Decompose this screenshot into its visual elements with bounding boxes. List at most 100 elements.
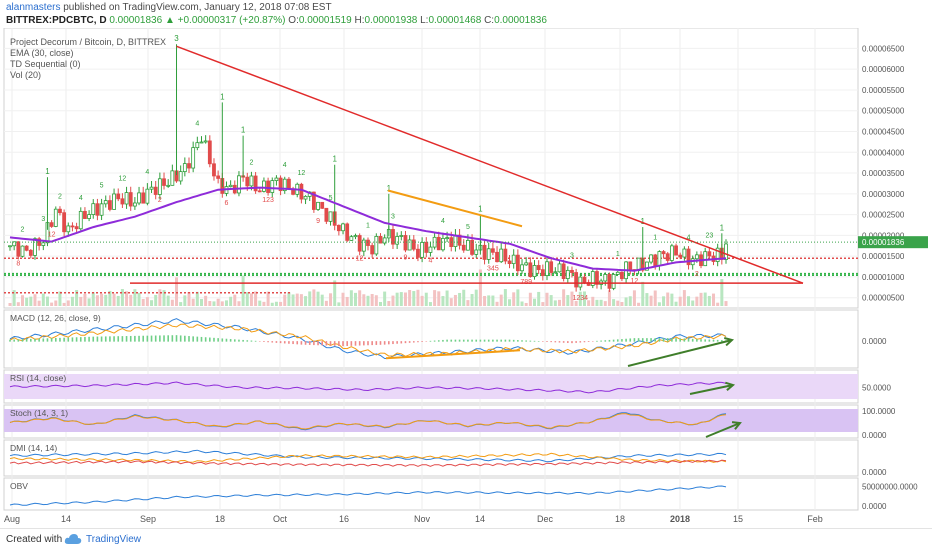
macd-histogram-bar [400,341,403,344]
volume-bar [495,301,499,306]
indicator-legend[interactable]: TD Sequential (0) [10,59,81,69]
series-title[interactable]: Project Decorum / Bitcoin, D, BITTREX [10,37,166,47]
candle-body [428,246,433,253]
td-count-label: 3 [174,34,179,43]
volume-bar [37,300,41,306]
macd-histogram-bar [571,341,573,344]
y-tick-label: 0.00003500 [862,169,905,178]
macd-histogram-bar [621,339,623,342]
macd-histogram-bar [204,337,207,342]
volume-bar [12,290,16,306]
td-count-label: 4 [428,257,432,264]
stoch-label[interactable]: Stoch (14, 3, 1) [10,408,68,418]
indicator-line [9,485,727,506]
indicator-legend[interactable]: EMA (30, close) [10,48,74,58]
macd-histogram-bar [238,339,240,342]
indicator-legend[interactable]: Vol (20) [10,70,41,80]
volume-bar [670,293,674,306]
candle-body [341,223,345,232]
rsi-green-arrow[interactable] [689,384,734,395]
candle-body [103,200,108,205]
macd-histogram-bar [691,338,694,342]
volume-bar [487,295,491,306]
macd-histogram-bar [641,338,644,342]
dmi-label[interactable]: DMI (14, 14) [10,443,57,453]
dmi-pane[interactable] [3,439,859,477]
volume-bar [349,290,353,306]
author-link[interactable]: alanmasters [6,2,61,13]
macd-histogram-bar [358,341,361,346]
candle-body [316,201,320,210]
descending-trendline[interactable] [176,45,804,284]
macd-orange-trendline[interactable] [385,349,521,360]
x-tick-label: 16 [339,514,349,524]
y-tick-label: 0.00006000 [862,65,905,74]
candle-body [441,238,445,251]
y-tick-label: 0.00002500 [862,211,905,220]
macd-histogram-bar [379,341,382,345]
candle-body [403,235,408,251]
macd-histogram-bar [79,337,82,342]
tradingview-brand[interactable]: TradingView [86,534,142,545]
candle-body [549,261,554,273]
macd-pane[interactable] [3,309,859,369]
candle-body [287,178,291,190]
candle-body [53,208,58,227]
candle-body [257,190,262,193]
macd-histogram-bar [696,339,698,342]
macd-histogram-bar [50,338,53,342]
ohlc-line: BITTREX:PDCBTC, D 0.00001836 ▲ +0.000003… [6,15,547,27]
td-count-label: 1 [653,235,657,242]
macd-histogram-bar [167,335,169,342]
macd-histogram-bar [417,341,419,343]
macd-histogram-bar [454,339,457,342]
volume-bar [312,289,316,306]
macd-histogram-bar [275,341,278,343]
rsi-label[interactable]: RSI (14, close) [10,373,66,383]
volume-bar [116,295,120,306]
orange-trendline[interactable] [387,189,523,228]
td-count-label: 2 [249,160,253,167]
candle-body [669,245,674,261]
volume-bar [433,290,437,306]
publish-line: alanmasters published on TradingView.com… [6,2,332,14]
chart-area[interactable]: Aug 14 Sep 18 Oct 16 Nov 14 Dec 18 2018 15 Feb0.0000… [0,28,932,528]
volume-bar [354,292,358,306]
macd-histogram-bar [46,338,49,342]
stoch-green-arrow[interactable] [705,422,741,438]
macd-histogram-bar [121,336,124,342]
macd-histogram-bar [159,335,161,342]
obv-pane[interactable] [3,477,859,511]
volume-bar [678,296,682,306]
macd-histogram-bar [9,339,11,342]
volume-bar [628,296,632,306]
candle-body [237,175,241,194]
candle-body [153,186,158,195]
price-pane[interactable] [3,28,859,309]
macd-label[interactable]: MACD (12, 26, close, 9) [10,313,101,323]
tradingview-cloud-icon [64,534,82,544]
candle-body [661,251,666,255]
macd-green-arrow[interactable] [627,339,733,367]
macd-histogram-bar [188,336,190,342]
macd-histogram-bar [333,341,336,346]
macd-histogram-bar [712,339,715,342]
volume-bar [324,300,328,306]
volume-bar [428,302,432,306]
macd-histogram-bar [242,339,244,342]
td-count-label: 2 [21,227,25,234]
low-label: L: [420,15,429,26]
candle-body [474,249,479,255]
macd-histogram-bar [412,341,415,343]
volume-bar [266,291,270,306]
volume-bar [179,302,183,306]
macd-histogram-bar [367,341,369,346]
created-with-text: Created with [6,534,63,545]
candle-body [694,254,699,260]
candle-body [345,223,350,241]
volume-bar [528,292,532,306]
macd-histogram-bar [13,339,15,342]
volume-bar [229,296,233,306]
macd-histogram-bar [483,339,486,342]
obv-label[interactable]: OBV [10,481,28,491]
